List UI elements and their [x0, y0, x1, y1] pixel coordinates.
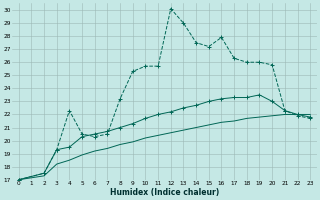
X-axis label: Humidex (Indice chaleur): Humidex (Indice chaleur)	[110, 188, 219, 197]
